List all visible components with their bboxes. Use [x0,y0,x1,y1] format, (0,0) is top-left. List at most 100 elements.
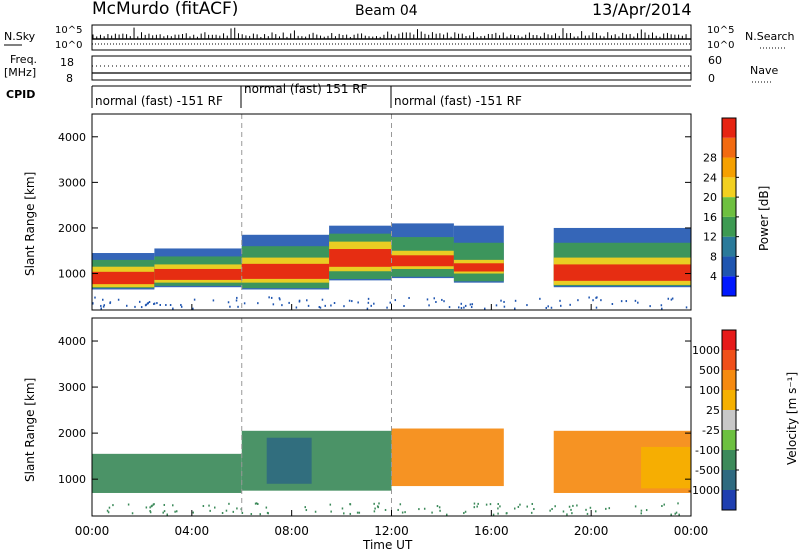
velocity-speckle [349,512,352,515]
nsky-tick-bottom: 10^0 [55,40,82,51]
ytick-label: 3000 [58,381,86,394]
colorbar-tick-label: 28 [703,152,717,165]
power-panel [91,113,692,311]
xlabel-time-ut: Time UT [362,538,413,552]
cpid-segment-2: normal (fast) 151 RF [244,82,368,96]
velocity-speckle [463,512,465,515]
colorbar-tick-label: 500 [699,364,720,377]
velocity-speckle [153,503,155,506]
power-speckle [366,307,369,310]
velocity-speckle [404,511,406,514]
power-speckle [595,306,598,309]
colorbar-tick-label: 1000 [692,344,720,357]
velocity-speckle [259,513,261,516]
colorbar-tick-label: -25 [702,424,720,437]
velocity-speckle [645,509,648,512]
ytick-label: 2000 [58,222,86,235]
nsearch-tick-bottom: 10^0 [707,40,734,51]
power-speckle [192,307,194,310]
velocity-speckle [149,510,151,513]
colorbar-segment [722,470,736,490]
power-speckle [457,306,460,309]
power-speckle [460,307,463,310]
beam-title: Beam 04 [355,3,418,19]
velocity-speckle [485,503,488,506]
power-speckle [148,301,151,304]
velocity-speckle [349,503,351,506]
freq-unit: [MHz] [4,66,36,79]
power-speckle [117,298,120,301]
velocity-speckle [108,506,111,509]
power-speckle [237,305,239,308]
velocity-speckle [209,509,211,512]
power-speckle [495,304,498,307]
nsky-tick-top: 10^5 [55,25,82,36]
power-echo-core [453,263,504,272]
power-speckle [637,301,639,304]
nave-tick-bottom: 0 [708,72,715,85]
colorbar-tick-label: 16 [703,211,717,224]
xtick-label: 00:00 [75,524,110,538]
velocity-echo-band [241,430,392,491]
power-echo-core [553,264,691,281]
colorbar-segment [722,157,736,178]
power-speckle [470,306,473,309]
power-speckle [278,297,281,300]
power-speckle [547,305,549,308]
power-speckle [448,306,451,309]
power-echo-core [92,271,155,285]
nsearch-label: N.Search [745,30,795,43]
power-speckle [625,300,628,303]
power-speckle [357,301,359,304]
velocity-speckle [149,511,152,514]
power-speckle [408,296,410,299]
velocity-speckle [397,508,399,511]
power-speckle [257,302,259,305]
power-speckle [441,298,443,301]
colorbar-segment [722,390,736,410]
power-speckle [588,296,590,299]
xtick-label: 20:00 [574,524,609,538]
velocity-speckle [151,504,153,507]
velocity-speckle [106,509,109,512]
colorbar-tick-label: 12 [703,231,717,244]
power-speckle [236,296,238,299]
power-speckle [539,297,541,300]
velocity-speckle [418,508,420,511]
power-echo-core [329,249,392,267]
xtick-label: 08:00 [274,524,309,538]
velocity-colorbar-label: Velocity [m s⁻¹] [785,372,799,465]
power-speckle [634,299,637,302]
power-speckle [235,299,238,302]
velocity-speckle [225,509,228,512]
velocity-speckle [341,507,344,510]
velocity-speckle [566,513,568,516]
velocity-speckle [174,510,176,513]
velocity-speckle [608,507,611,510]
power-speckle [596,296,598,299]
velocity-speckle [586,512,589,515]
power-speckle [577,299,579,302]
velocity-speckle [499,505,501,508]
power-speckle [559,299,561,302]
power-speckle [500,299,502,302]
freq-tick-bottom: 8 [66,72,73,85]
cpid-label: CPID [6,88,35,101]
power-speckle [298,299,301,302]
velocity-speckle [330,510,332,513]
ytick-label: 2000 [58,427,86,440]
velocity-speckle [163,510,166,513]
xtick-label: 00:00 [674,524,709,538]
power-speckle [464,304,467,307]
colorbar-tick-label: 24 [703,171,717,184]
nave-tick-top: 60 [708,54,722,67]
velocity-speckle [431,511,433,514]
colorbar-segment [722,236,736,257]
power-speckle [103,304,106,307]
power-speckle [592,299,594,302]
freq-tick-top: 18 [60,56,74,69]
xtick-label: 12:00 [374,524,409,538]
power-speckle [667,297,670,300]
power-speckle [92,302,94,305]
